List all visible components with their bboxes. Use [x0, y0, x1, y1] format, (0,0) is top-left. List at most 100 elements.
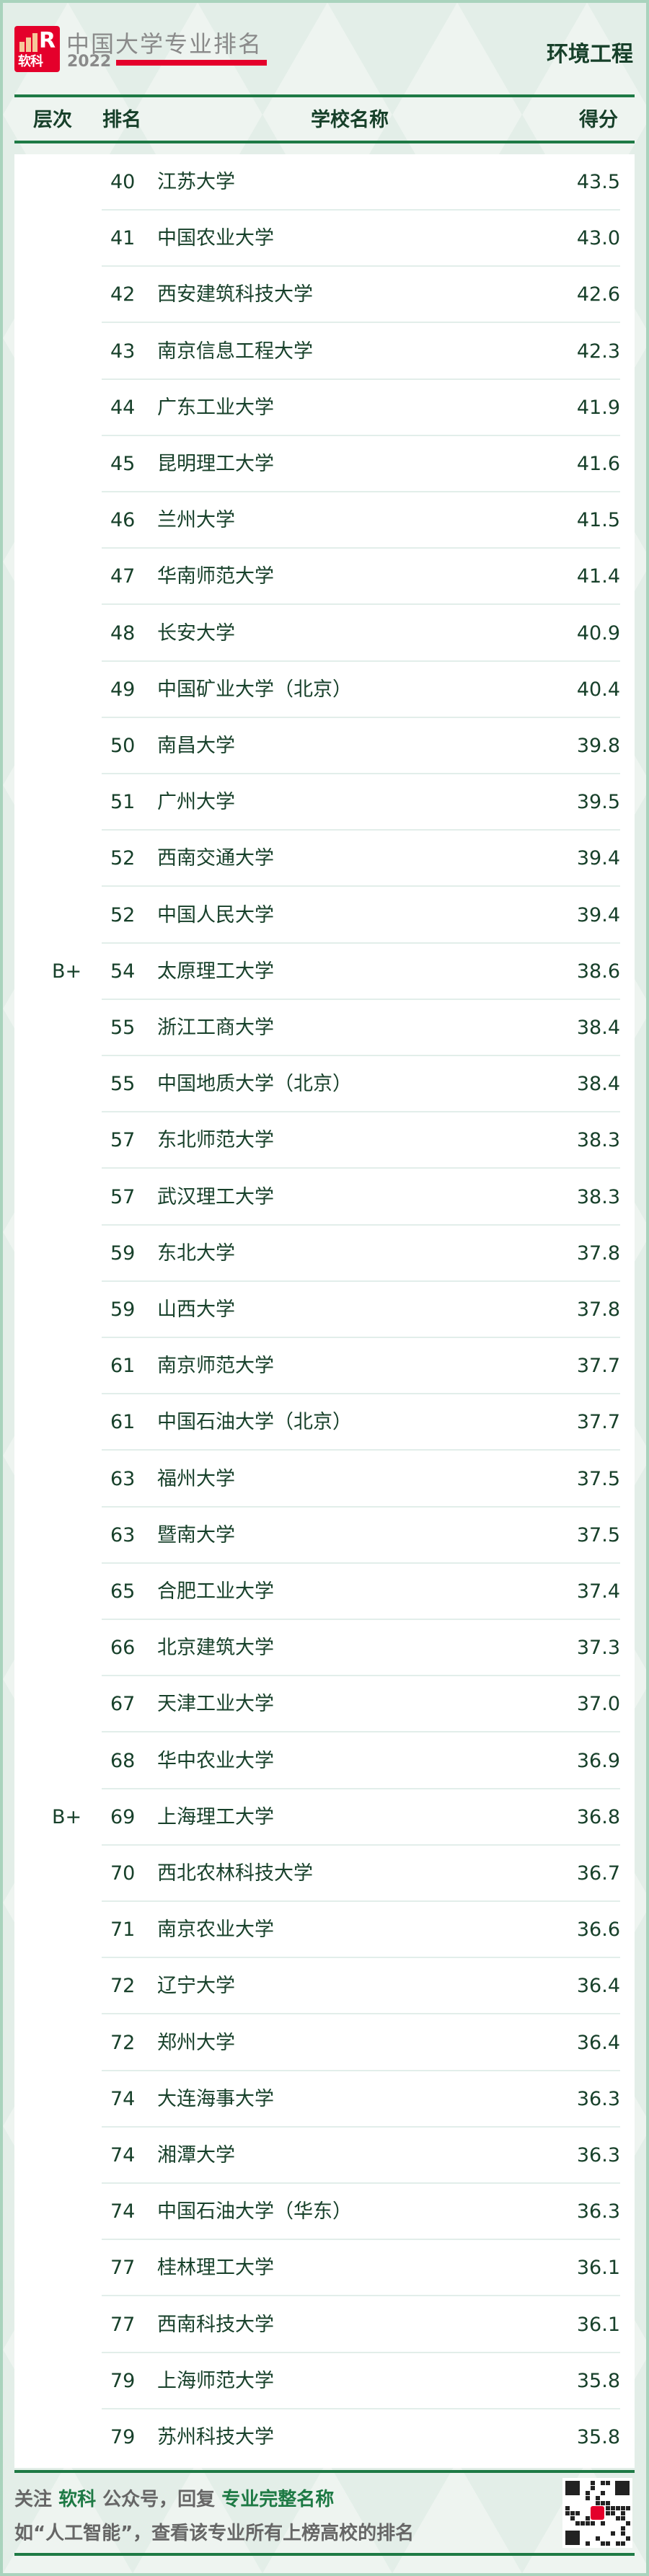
row-rank: 61 — [110, 1411, 136, 1434]
row-school-name: 天津工业大学 — [157, 1693, 274, 1716]
brand-divider — [116, 60, 267, 66]
row-score: 37.8 — [576, 1241, 620, 1265]
row-score: 41.5 — [576, 509, 620, 532]
row-rank: 52 — [110, 847, 136, 870]
row-rank: 41 — [110, 227, 136, 250]
row-score: 37.3 — [576, 1637, 620, 1660]
row-divider — [102, 2013, 620, 2015]
row-divider — [102, 1111, 620, 1113]
row-rank: 77 — [110, 2313, 136, 2336]
brand-title: 中国大学专业排名 — [66, 30, 263, 58]
row-divider — [102, 1223, 620, 1226]
row-rank: 40 — [110, 171, 136, 193]
table-row: 63 福州大学 37.5 — [14, 1451, 635, 1508]
row-score: 37.8 — [576, 1298, 620, 1321]
row-school-name: 广州大学 — [157, 791, 235, 814]
row-school-name: 合肥工业大学 — [157, 1580, 274, 1603]
header-top-rule — [14, 94, 635, 97]
footer-text: 公众号，回复 — [96, 2489, 222, 2510]
row-rank: 45 — [110, 453, 136, 475]
row-school-name: 兰州大学 — [157, 509, 235, 532]
row-divider — [102, 829, 620, 831]
row-divider — [102, 716, 620, 718]
row-rank: 55 — [110, 1073, 136, 1096]
row-score: 38.3 — [576, 1185, 620, 1208]
row-rank: 42 — [110, 283, 136, 306]
table-row: B+ 69 上海理工大学 36.8 — [14, 1789, 635, 1846]
footer-line-2: 如“人工智能”，查看该专业所有上榜高校的排名 — [14, 2523, 415, 2544]
table-row: 52 西南交通大学 39.4 — [14, 831, 635, 888]
row-divider — [102, 2295, 620, 2297]
table-row: 43 南京信息工程大学 42.3 — [14, 324, 635, 380]
row-rank: 46 — [110, 509, 136, 532]
footer-bottom-rule — [14, 2553, 635, 2556]
ranking-table: 40 江苏大学 43.5 41 中国农业大学 43.0 42 西安建筑科技大学 42.6 43 南京… — [14, 154, 635, 2468]
row-divider — [102, 660, 620, 662]
row-divider — [102, 1675, 620, 1677]
row-score: 36.6 — [576, 1918, 620, 1942]
row-score: 38.4 — [576, 1017, 620, 1039]
row-school-name: 南昌大学 — [157, 735, 235, 757]
row-rank: 57 — [110, 1185, 136, 1208]
table-row: 68 华中农业大学 36.9 — [14, 1733, 635, 1789]
row-score: 37.5 — [576, 1523, 620, 1546]
row-score: 36.8 — [576, 1805, 620, 1828]
row-score: 37.7 — [576, 1411, 620, 1434]
row-rank: 49 — [110, 678, 136, 701]
row-rank: 43 — [110, 340, 136, 363]
row-rank: 54 — [110, 960, 136, 983]
row-rank: 59 — [110, 1298, 136, 1321]
row-divider — [102, 2351, 620, 2353]
row-rank: 66 — [110, 1637, 136, 1660]
qr-code-icon[interactable] — [562, 2478, 632, 2548]
row-score: 36.4 — [576, 2031, 620, 2054]
row-divider — [102, 1167, 620, 1169]
row-school-name: 广东工业大学 — [157, 396, 274, 419]
row-divider — [102, 998, 620, 1000]
row-divider — [102, 2125, 620, 2128]
row-score: 42.3 — [576, 340, 620, 363]
table-row: 57 武汉理工大学 38.3 — [14, 1169, 635, 1226]
row-score: 42.6 — [576, 283, 620, 306]
row-score: 36.1 — [576, 2313, 620, 2336]
row-score: 36.3 — [576, 2200, 620, 2223]
row-school-name: 长安大学 — [157, 621, 235, 645]
column-header-rank: 排名 — [102, 109, 141, 131]
row-score: 38.4 — [576, 1073, 620, 1096]
row-divider — [102, 547, 620, 549]
row-divider — [102, 2182, 620, 2184]
row-score: 41.6 — [576, 453, 620, 475]
footer-top-rule — [14, 2470, 635, 2473]
row-score: 39.5 — [576, 791, 620, 814]
row-school-name: 中国农业大学 — [157, 227, 274, 250]
table-row: 63 暨南大学 37.5 — [14, 1508, 635, 1564]
row-school-name: 郑州大学 — [157, 2031, 235, 2054]
row-score: 36.9 — [576, 1749, 620, 1772]
major-title: 环境工程 — [547, 42, 633, 67]
footer-line-1: 关注 软科 公众号，回复 专业完整名称 — [14, 2484, 334, 2511]
row-school-name: 福州大学 — [157, 1467, 235, 1490]
row-rank: 74 — [110, 2087, 136, 2110]
row-school-name: 中国地质大学（北京） — [157, 1073, 352, 1096]
table-row: B+ 54 太原理工大学 38.6 — [14, 944, 635, 1000]
row-divider — [102, 942, 620, 944]
row-school-name: 苏州科技大学 — [157, 2426, 274, 2448]
row-rank: 72 — [110, 1975, 136, 1998]
table-row: 55 中国地质大学（北京） 38.4 — [14, 1056, 635, 1113]
table-row: 42 西安建筑科技大学 42.6 — [14, 267, 635, 324]
row-rank: 69 — [110, 1805, 136, 1828]
row-divider — [102, 378, 620, 380]
table-row: 44 广东工业大学 41.9 — [14, 380, 635, 436]
row-school-name: 浙江工商大学 — [157, 1017, 274, 1039]
footer-highlight-brand: 软科 — [58, 2489, 97, 2510]
table-row: 70 西北农林科技大学 36.7 — [14, 1846, 635, 1902]
row-divider — [102, 2239, 620, 2241]
row-divider — [102, 1787, 620, 1789]
row-school-name: 东北师范大学 — [157, 1129, 274, 1152]
table-row: 66 北京建筑大学 37.3 — [14, 1620, 635, 1677]
table-row: 51 广州大学 39.5 — [14, 774, 635, 831]
row-rank: 63 — [110, 1467, 136, 1490]
row-divider — [102, 2407, 620, 2409]
table-row: 65 合肥工业大学 37.4 — [14, 1564, 635, 1620]
row-divider — [102, 434, 620, 436]
